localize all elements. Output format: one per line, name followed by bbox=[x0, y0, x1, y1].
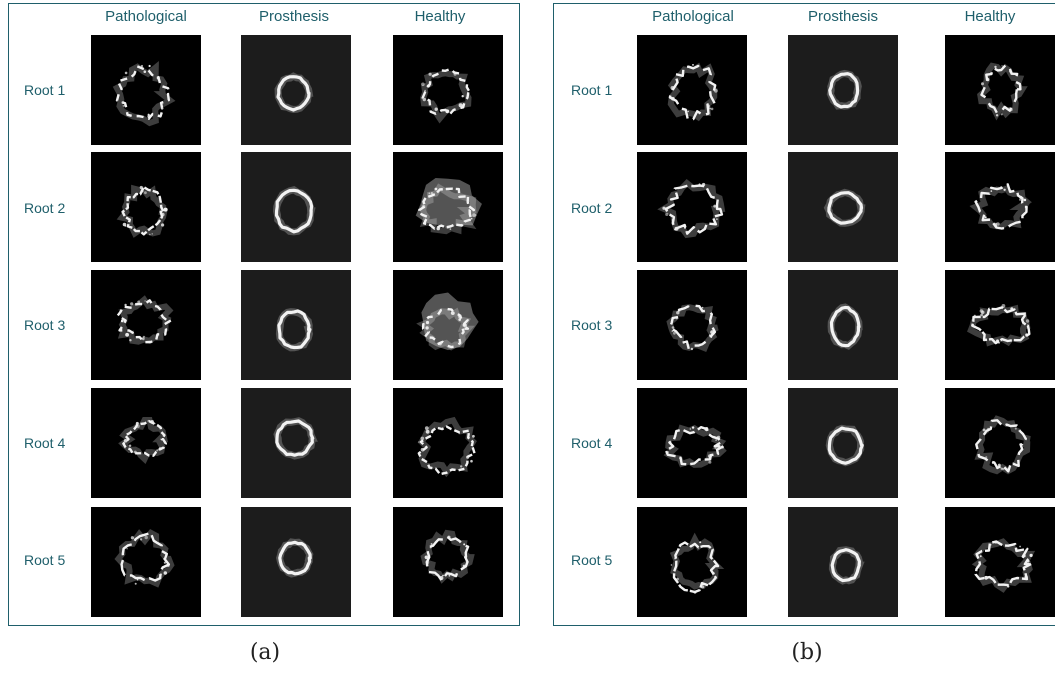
panel-a-col-header-healthy: Healthy bbox=[414, 8, 466, 25]
cross-section-image bbox=[241, 35, 351, 145]
image-b-root4-prosthesis bbox=[788, 388, 898, 498]
cross-section-image bbox=[241, 152, 351, 262]
cross-section-image bbox=[91, 152, 201, 262]
image-a-root1-prosthesis bbox=[241, 35, 351, 145]
cross-section-image bbox=[637, 507, 747, 617]
image-a-root4-prosthesis bbox=[241, 388, 351, 498]
image-a-root3-healthy bbox=[393, 270, 503, 380]
panel-b-frame bbox=[553, 3, 1055, 626]
panel-b-row-label-4: Root 4 bbox=[571, 435, 613, 451]
image-a-root2-prosthesis bbox=[241, 152, 351, 262]
cross-section-image bbox=[945, 507, 1055, 617]
cross-section-image bbox=[788, 35, 898, 145]
cross-section-image bbox=[637, 35, 747, 145]
cross-section-image bbox=[91, 507, 201, 617]
image-b-root2-healthy bbox=[945, 152, 1055, 262]
panel-b-caption: (b) bbox=[791, 640, 823, 665]
panel-a-caption: (a) bbox=[249, 640, 281, 665]
panel-a-col-header-pathological: Pathological bbox=[105, 8, 187, 25]
cross-section-image bbox=[788, 270, 898, 380]
image-b-root1-healthy bbox=[945, 35, 1055, 145]
image-b-root3-prosthesis bbox=[788, 270, 898, 380]
cross-section-image bbox=[788, 152, 898, 262]
cross-section-image bbox=[945, 152, 1055, 262]
cross-section-image bbox=[788, 388, 898, 498]
cross-section-image bbox=[945, 270, 1055, 380]
image-b-root3-pathological bbox=[637, 270, 747, 380]
cross-section-image bbox=[241, 270, 351, 380]
image-a-root5-pathological bbox=[91, 507, 201, 617]
image-a-root2-pathological bbox=[91, 152, 201, 262]
cross-section-image bbox=[91, 35, 201, 145]
image-a-root5-prosthesis bbox=[241, 507, 351, 617]
panel-a-frame bbox=[8, 3, 520, 626]
cross-section-image bbox=[393, 507, 503, 617]
panel-b-row-label-1: Root 1 bbox=[571, 82, 613, 98]
cross-section-image bbox=[637, 270, 747, 380]
cross-section-image bbox=[788, 507, 898, 617]
image-a-root3-pathological bbox=[91, 270, 201, 380]
cross-section-image bbox=[393, 35, 503, 145]
panel-a-row-label-3: Root 3 bbox=[24, 317, 66, 333]
image-a-root2-healthy bbox=[393, 152, 503, 262]
panel-b-row-label-3: Root 3 bbox=[571, 317, 613, 333]
panel-b-col-header-pathological: Pathological bbox=[652, 8, 734, 25]
image-b-root1-pathological bbox=[637, 35, 747, 145]
panel-a-row-label-5: Root 5 bbox=[24, 552, 66, 568]
image-b-root2-pathological bbox=[637, 152, 747, 262]
image-a-root4-pathological bbox=[91, 388, 201, 498]
image-a-root4-healthy bbox=[393, 388, 503, 498]
cross-section-image bbox=[393, 270, 503, 380]
panel-b-col-header-prosthesis: Prosthesis bbox=[807, 8, 879, 25]
image-b-root5-pathological bbox=[637, 507, 747, 617]
cross-section-image bbox=[91, 388, 201, 498]
cross-section-image bbox=[91, 270, 201, 380]
cross-section-image bbox=[393, 152, 503, 262]
image-b-root4-pathological bbox=[637, 388, 747, 498]
cross-section-image bbox=[241, 507, 351, 617]
cross-section-image bbox=[945, 35, 1055, 145]
cross-section-image bbox=[241, 388, 351, 498]
image-a-root5-healthy bbox=[393, 507, 503, 617]
panel-b-row-label-5: Root 5 bbox=[571, 552, 613, 568]
image-b-root1-prosthesis bbox=[788, 35, 898, 145]
cross-section-image bbox=[637, 152, 747, 262]
image-b-root4-healthy bbox=[945, 388, 1055, 498]
image-b-root3-healthy bbox=[945, 270, 1055, 380]
cross-section-image bbox=[393, 388, 503, 498]
panel-a-row-label-2: Root 2 bbox=[24, 200, 66, 216]
image-a-root1-pathological bbox=[91, 35, 201, 145]
image-a-root3-prosthesis bbox=[241, 270, 351, 380]
cross-section-image bbox=[637, 388, 747, 498]
image-b-root5-healthy bbox=[945, 507, 1055, 617]
image-a-root1-healthy bbox=[393, 35, 503, 145]
panel-a-row-label-4: Root 4 bbox=[24, 435, 66, 451]
image-b-root5-prosthesis bbox=[788, 507, 898, 617]
cross-section-image bbox=[945, 388, 1055, 498]
image-b-root2-prosthesis bbox=[788, 152, 898, 262]
panel-b-col-header-healthy: Healthy bbox=[964, 8, 1016, 25]
panel-a-col-header-prosthesis: Prosthesis bbox=[258, 8, 330, 25]
panel-b-row-label-2: Root 2 bbox=[571, 200, 613, 216]
panel-a-row-label-1: Root 1 bbox=[24, 82, 66, 98]
